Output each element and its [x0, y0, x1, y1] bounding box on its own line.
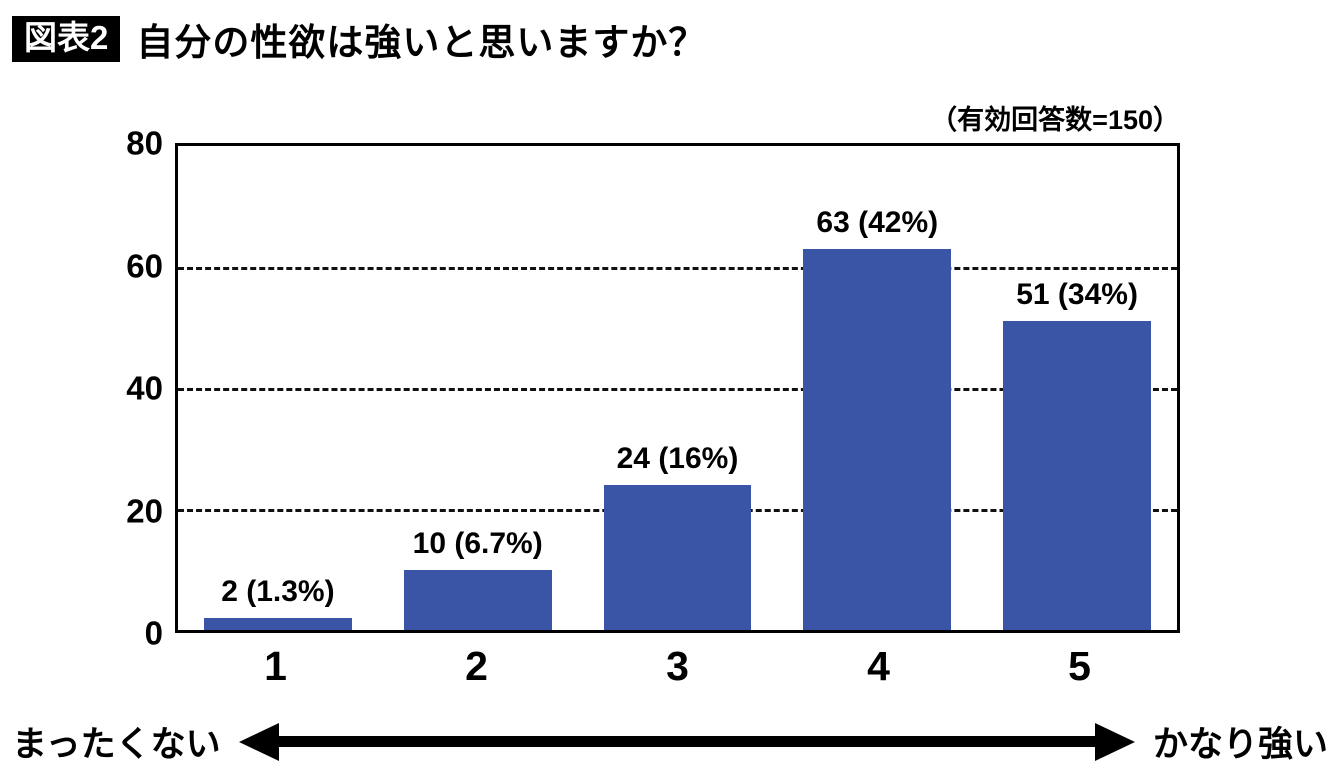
bar-2: 10 (6.7%) — [403, 527, 552, 630]
arrow-left-head-icon — [238, 722, 279, 761]
x-tick-label: 5 — [1068, 643, 1091, 689]
bar-slot: 63 (42%) — [777, 146, 977, 630]
bar-1: 2 (1.3%) — [203, 575, 352, 630]
gridline — [178, 388, 1177, 391]
bar-slot: 24 (16%) — [578, 146, 778, 630]
bar-slot: 10 (6.7%) — [378, 146, 578, 630]
sample-size-note: （有効回答数=150） — [930, 105, 1180, 135]
x-axis-row: 1 2 3 4 5 — [115, 633, 1180, 690]
bar-value-label: 51 (34%) — [1016, 278, 1138, 312]
arrow-right-head-icon — [1094, 722, 1135, 761]
y-tick-label: 60 — [126, 247, 163, 284]
double-headed-arrow — [238, 722, 1135, 761]
y-tick-label: 0 — [144, 614, 163, 652]
bar-5: 51 (34%) — [1003, 278, 1151, 630]
x-axis: 1 2 3 4 5 — [175, 633, 1180, 690]
plot-area: 2 (1.3%) 10 (6.7%) 24 (16%) 63 (42%) 51 (34%… — [175, 143, 1180, 633]
y-axis: 0 20 40 60 80 — [115, 127, 175, 650]
scale-left-label: まったくない — [12, 725, 221, 764]
bar-chart: （有効回答数=150） 0 20 40 60 80 2 (1.3%) 10 (6.7%) 2… — [115, 98, 1180, 690]
arrow-shaft — [278, 736, 1095, 747]
x-tick-label: 1 — [264, 643, 287, 689]
x-tick-label: 4 — [867, 643, 890, 689]
bar-slot: 2 (1.3%) — [178, 146, 378, 630]
y-tick-label: 40 — [126, 369, 163, 407]
scale-right-label: かなり強い — [1152, 725, 1328, 764]
page-title: 自分の性欲は強いと思いますか？ — [136, 22, 707, 63]
x-tick-label: 3 — [666, 643, 689, 689]
y-tick-label: 80 — [126, 124, 163, 162]
scale-row: まったくない かなり強い — [0, 716, 1340, 767]
gridline — [178, 267, 1177, 270]
x-tick-label: 2 — [465, 643, 488, 689]
bar-slot: 51 (34%) — [977, 146, 1177, 630]
bar-4: 63 (42%) — [803, 206, 952, 630]
bar-value-label: 2 (1.3%) — [221, 574, 335, 608]
figure-badge: 図表2 — [12, 15, 121, 63]
bar-3: 24 (16%) — [603, 442, 752, 630]
y-tick-label: 20 — [126, 492, 163, 529]
plot-row: 0 20 40 60 80 2 (1.3%) 10 (6.7%) 24 (16%) 63 (4… — [115, 127, 1180, 650]
bar-value-label: 10 (6.7%) — [412, 526, 543, 560]
bar-value-label: 24 (16%) — [616, 441, 739, 475]
bar-value-label: 63 (42%) — [816, 205, 939, 239]
header: 図表2 自分の性欲は強いと思いますか？ — [12, 12, 706, 66]
